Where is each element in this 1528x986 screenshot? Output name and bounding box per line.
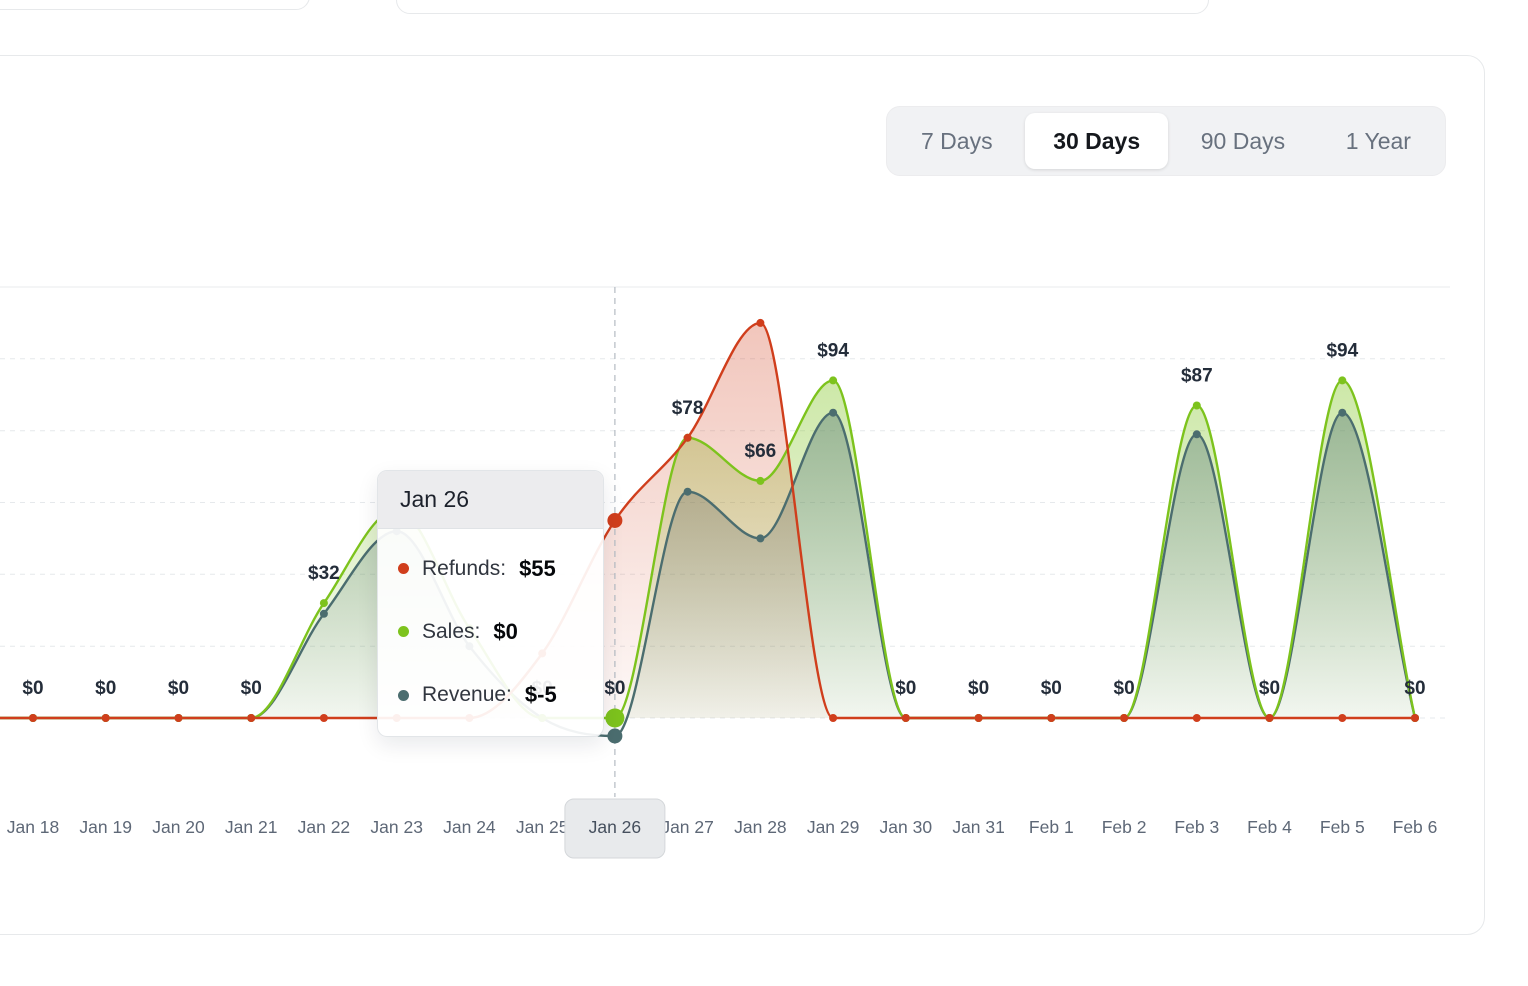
x-axis-label: Feb 6 [1393, 817, 1438, 837]
sales-point[interactable] [829, 376, 838, 385]
refunds-point[interactable] [174, 714, 183, 722]
point-value-label: $0 [95, 678, 116, 699]
x-axis-label: Feb 2 [1102, 817, 1147, 837]
tooltip-series-label: Sales: [422, 619, 481, 643]
point-value-label: $87 [1181, 366, 1213, 387]
sales-series-dot-icon [398, 626, 409, 638]
x-axis-label: Jan 29 [807, 817, 860, 837]
refunds-point[interactable] [901, 714, 910, 722]
revenue-point[interactable] [829, 408, 838, 417]
refunds-point[interactable] [683, 433, 692, 442]
point-value-label: $0 [1259, 678, 1280, 699]
tooltip-series-label: Refunds: [422, 556, 507, 580]
x-axis-label: Feb 1 [1029, 817, 1074, 837]
tooltip-row-refunds: Refunds: $55 [398, 556, 583, 582]
revenue-series-dot-icon [398, 689, 409, 701]
x-axis-label: Jan 30 [880, 817, 933, 837]
x-axis-label: Jan 22 [298, 817, 351, 837]
time-range-selector: 7 Days 30 Days 90 Days 1 Year [886, 106, 1446, 176]
x-axis-label: Jan 25 [516, 817, 569, 837]
point-value-label: $0 [1041, 678, 1062, 699]
x-axis-label: Feb 4 [1247, 817, 1292, 837]
refunds-series-dot-icon [398, 563, 409, 575]
range-option-30-days[interactable]: 30 Days [1025, 113, 1169, 169]
x-axis-label: Jan 31 [952, 817, 1005, 837]
hover-point-sales[interactable] [605, 708, 625, 728]
refunds-point[interactable] [1338, 714, 1347, 722]
refunds-point[interactable] [1120, 714, 1129, 722]
hover-point-revenue[interactable] [607, 728, 623, 744]
point-value-label: $0 [1404, 678, 1425, 699]
tooltip-row-sales: Sales: $0 [398, 619, 583, 645]
point-value-label: $0 [168, 678, 189, 699]
refunds-point[interactable] [101, 714, 110, 722]
x-axis-label: Jan 19 [79, 817, 132, 837]
point-value-label: $0 [604, 678, 625, 699]
tooltip-series-value: $55 [519, 555, 556, 581]
tooltip-body: Refunds: $55 Sales: $0 Revenue: $-5 [378, 529, 603, 736]
range-option-7-days[interactable]: 7 Days [893, 113, 1021, 169]
x-axis-label-highlighted: Jan 26 [589, 817, 642, 837]
x-axis-label: Jan 20 [152, 817, 205, 837]
x-axis-label: Jan 24 [443, 817, 496, 837]
x-axis-label: Jan 28 [734, 817, 787, 837]
refunds-point[interactable] [1047, 714, 1056, 722]
x-axis-label: Feb 3 [1174, 817, 1219, 837]
refunds-point[interactable] [247, 714, 256, 722]
x-axis-label: Jan 27 [661, 817, 714, 837]
revenue-point[interactable] [683, 487, 692, 496]
tooltip-date: Jan 26 [378, 471, 603, 529]
x-axis-label: Jan 23 [370, 817, 423, 837]
refunds-point[interactable] [1411, 714, 1419, 722]
x-axis-label: Jan 21 [225, 817, 278, 837]
tooltip-row-revenue: Revenue: $-5 [398, 682, 583, 708]
range-option-1-year[interactable]: 1 Year [1318, 113, 1439, 169]
refunds-point[interactable] [319, 714, 328, 722]
refunds-line [0, 321, 1417, 720]
sales-point[interactable] [1192, 401, 1201, 410]
sales-point[interactable] [319, 599, 328, 608]
point-value-label: $0 [241, 678, 262, 699]
hover-point-refunds[interactable] [607, 513, 623, 528]
revenue-point[interactable] [756, 534, 765, 543]
revenue-point[interactable] [1192, 430, 1201, 439]
point-value-label: $0 [895, 678, 916, 699]
refunds-point[interactable] [1265, 714, 1274, 722]
tooltip-series-value: $0 [493, 618, 518, 644]
point-value-label: $94 [817, 340, 849, 361]
chart-tooltip: Jan 26 Refunds: $55 Sales: $0 Revenue: $-5 [377, 470, 604, 737]
revenue-point[interactable] [1338, 408, 1347, 417]
refunds-point[interactable] [29, 714, 37, 722]
range-option-90-days[interactable]: 90 Days [1173, 113, 1313, 169]
sales-point[interactable] [756, 476, 765, 485]
tooltip-series-value: $-5 [524, 682, 557, 708]
refunds-point[interactable] [974, 714, 983, 722]
tooltip-series-label: Revenue: [422, 683, 512, 707]
point-value-label: $66 [745, 441, 777, 462]
x-axis-label: Jan 18 [7, 817, 60, 837]
x-axis-highlight-chip [564, 798, 666, 859]
x-axis-label: Feb 5 [1320, 817, 1365, 837]
point-value-label: $0 [1114, 678, 1135, 699]
refunds-point[interactable] [829, 714, 838, 722]
revenue-point[interactable] [319, 609, 328, 618]
point-value-label: $0 [968, 678, 989, 699]
refunds-point[interactable] [756, 318, 765, 327]
refunds-point[interactable] [1192, 714, 1201, 722]
point-value-label: $78 [672, 398, 704, 419]
point-value-label: $0 [22, 678, 43, 699]
refunds-area [0, 322, 1415, 719]
sales-point[interactable] [1338, 376, 1347, 385]
point-value-label: $32 [308, 563, 340, 584]
point-value-label: $94 [1326, 340, 1358, 361]
